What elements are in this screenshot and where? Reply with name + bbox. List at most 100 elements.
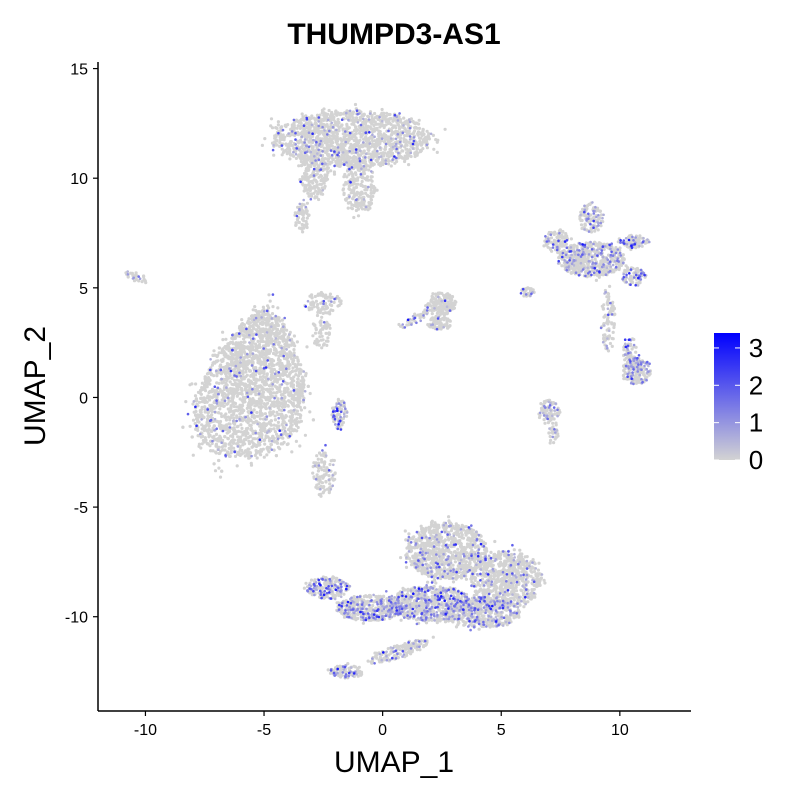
- data-point: [285, 386, 289, 390]
- data-point: [287, 410, 291, 414]
- data-point: [440, 323, 444, 327]
- data-point: [348, 156, 352, 160]
- data-point: [277, 408, 282, 412]
- data-point: [299, 124, 303, 128]
- data-point: [303, 433, 307, 437]
- data-point: [324, 304, 328, 308]
- data-point: [417, 118, 421, 122]
- data-point: [251, 341, 255, 345]
- data-point: [353, 193, 357, 197]
- data-point: [428, 308, 432, 312]
- data-point: [281, 364, 285, 368]
- data-point: [295, 429, 299, 433]
- data-point: [366, 115, 371, 119]
- data-point: [296, 425, 300, 430]
- data-point: [255, 400, 259, 404]
- data-point: [207, 427, 211, 431]
- data-point: [353, 143, 357, 147]
- data-point: [265, 372, 269, 376]
- data-point: [319, 319, 323, 323]
- data-point: [289, 140, 293, 144]
- data-point: [304, 219, 308, 224]
- data-point: [224, 381, 228, 385]
- data-point: [279, 377, 283, 381]
- data-point: [239, 430, 243, 434]
- data-point: [235, 358, 239, 363]
- data-point: [233, 454, 238, 458]
- data-point: [273, 440, 277, 444]
- data-point: [276, 378, 280, 382]
- data-point: [239, 391, 243, 395]
- data-point: [314, 461, 318, 465]
- data-point: [213, 405, 218, 409]
- data-point: [251, 361, 255, 365]
- data-point: [279, 367, 283, 371]
- data-point: [389, 128, 393, 132]
- data-point: [413, 154, 417, 159]
- data-point: [221, 391, 225, 395]
- data-point: [324, 479, 328, 484]
- data-point: [255, 414, 259, 418]
- data-point: [306, 168, 310, 172]
- data-point: [277, 316, 281, 320]
- data-point: [275, 441, 279, 445]
- data-point: [254, 345, 258, 349]
- data-point: [217, 381, 221, 385]
- data-point: [253, 305, 257, 309]
- data-point: [194, 382, 198, 386]
- data-point: [312, 129, 316, 133]
- data-point: [308, 138, 312, 142]
- data-point: [317, 188, 321, 192]
- data-point: [381, 123, 385, 127]
- data-point: [249, 373, 253, 378]
- data-point: [292, 342, 296, 346]
- data-point: [226, 450, 230, 454]
- data-point: [243, 454, 247, 458]
- data-point: [267, 450, 271, 454]
- data-point: [311, 303, 315, 307]
- data-point: [340, 123, 344, 128]
- data-point: [266, 304, 270, 308]
- data-point: [448, 304, 452, 308]
- data-point: [212, 462, 216, 466]
- data-point: [356, 214, 361, 218]
- data-point: [336, 397, 340, 401]
- data-point: [256, 319, 260, 323]
- data-point: [320, 460, 324, 464]
- data-point: [288, 426, 292, 430]
- data-point: [286, 374, 290, 378]
- data-point: [251, 348, 255, 352]
- data-point: [404, 129, 408, 133]
- data-point: [254, 323, 258, 327]
- data-point: [225, 344, 229, 348]
- data-point: [209, 414, 213, 418]
- data-point: [258, 366, 262, 370]
- data-point: [227, 410, 232, 414]
- data-point: [324, 472, 328, 476]
- data-point: [144, 281, 148, 285]
- data-point: [437, 310, 441, 314]
- data-point: [337, 129, 341, 133]
- data-point: [188, 424, 192, 428]
- data-point: [285, 328, 289, 332]
- data-point: [320, 346, 324, 350]
- data-point: [258, 345, 262, 349]
- data-point: [317, 482, 321, 486]
- data-point: [360, 183, 364, 187]
- data-point: [195, 402, 199, 406]
- data-point: [221, 347, 225, 352]
- data-point: [264, 406, 268, 411]
- data-point: [294, 373, 298, 377]
- data-point: [202, 440, 206, 444]
- data-point: [262, 317, 266, 321]
- data-point: [249, 426, 253, 431]
- data-point: [273, 379, 277, 383]
- data-point: [320, 334, 324, 338]
- data-point: [358, 116, 362, 120]
- data-point: [295, 217, 300, 221]
- data-point: [217, 458, 221, 463]
- data-point: [317, 197, 321, 202]
- data-point: [367, 152, 371, 156]
- data-point: [347, 159, 351, 163]
- data-point: [260, 350, 264, 354]
